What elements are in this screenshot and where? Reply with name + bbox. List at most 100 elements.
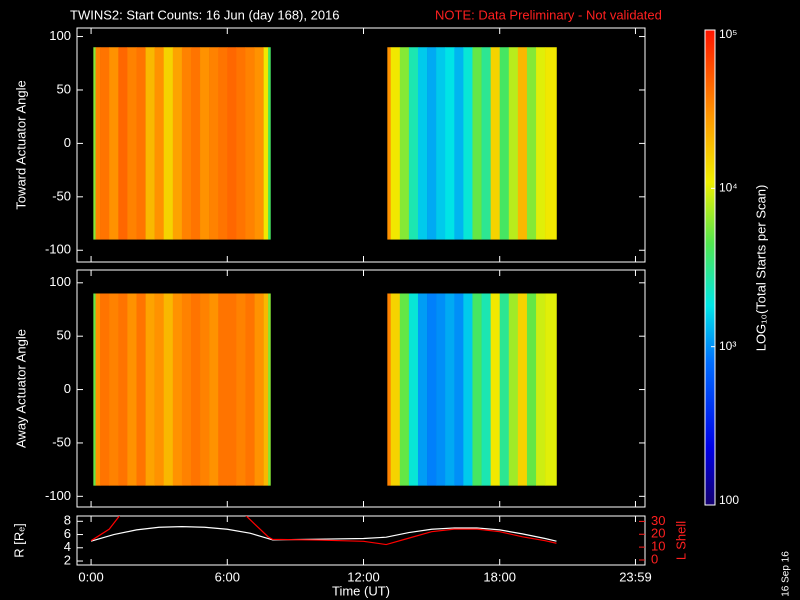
heat-cell (93, 47, 96, 240)
y2-tick-label: 10 (651, 539, 665, 554)
y-tick-label: -100 (45, 242, 71, 257)
heat-cell (536, 47, 546, 240)
plot-frame (76, 269, 646, 508)
heat-cell (172, 293, 183, 486)
heat-cell (227, 47, 237, 240)
heat-cell (200, 293, 210, 486)
heat-cell (95, 293, 101, 486)
heat-cell (490, 293, 501, 486)
heat-cell (390, 47, 401, 240)
heat-cell (172, 47, 183, 240)
colorbar-tick-label: 100 (719, 493, 739, 507)
heat-cell (390, 293, 401, 486)
heat-cell (95, 47, 101, 240)
heat-cell (154, 293, 165, 486)
y-tick-label: 6 (64, 526, 71, 541)
colorbar-tick-label: 10⁴ (719, 181, 738, 195)
heat-cell (545, 47, 557, 240)
x-tick-label: 18:00 (483, 569, 516, 584)
heat-cell (145, 47, 155, 240)
y-tick-label: 0 (64, 381, 71, 396)
heat-cell (472, 293, 482, 486)
heat-cell (490, 47, 501, 240)
heat-cell (245, 47, 255, 240)
heat-cell (136, 47, 146, 240)
colorbar-tick-label: 10⁵ (719, 27, 737, 41)
y-tick-label: 100 (49, 28, 71, 43)
heat-cell (254, 293, 264, 486)
heat-cell (245, 293, 255, 486)
series-line (90, 516, 557, 546)
note: NOTE: Data Preliminary - Not validated (435, 7, 662, 22)
heat-cell (445, 293, 455, 486)
heat-cell (508, 293, 519, 486)
y2-tick-label: 30 (651, 513, 665, 528)
heat-cell (536, 293, 546, 486)
heat-cell (118, 293, 128, 486)
y-tick-label: 0 (64, 135, 71, 150)
heat-cell (209, 47, 219, 240)
heat-cell (268, 47, 271, 240)
heat-cell (136, 293, 146, 486)
x-tick-label: 12:00 (347, 569, 380, 584)
y-tick-label: -50 (52, 188, 71, 203)
heat-cell (454, 293, 464, 486)
y-axis-label: R [Rₑ] (11, 523, 26, 557)
heat-cell (163, 47, 174, 240)
y-tick-label: 50 (57, 328, 71, 343)
heat-cell (209, 293, 219, 486)
heat-cell (417, 293, 428, 486)
heat-cell (408, 293, 419, 486)
heat-cell (445, 47, 455, 240)
heat-cell (218, 293, 228, 486)
y-tick-label: -100 (45, 488, 71, 503)
y2-axis-label: L Shell (673, 521, 688, 560)
heat-cell (200, 47, 210, 240)
heat-cell (236, 293, 246, 486)
heat-cell (472, 47, 482, 240)
heat-cell (100, 293, 110, 486)
heat-cell (190, 293, 201, 486)
y-axis-label: Toward Actuator Angle (13, 80, 28, 209)
heat-cell (408, 47, 419, 240)
heat-cell (454, 47, 464, 240)
y-tick-label: 4 (64, 539, 71, 554)
heat-cell (399, 293, 410, 486)
y-tick-label: -50 (52, 434, 71, 449)
y-tick-label: 100 (49, 274, 71, 289)
heat-cell (463, 47, 473, 240)
y2-tick-label: 0 (651, 551, 658, 566)
y-axis-label: Away Actuator Angle (13, 329, 28, 448)
y2-tick-label: 20 (651, 526, 665, 541)
heat-cell (387, 293, 392, 486)
y-tick-label: 50 (57, 81, 71, 96)
heat-cell (109, 47, 119, 240)
heat-cell (154, 47, 165, 240)
heat-cell (417, 47, 428, 240)
heat-cell (387, 47, 392, 240)
y-tick-label: 8 (64, 513, 71, 528)
heat-cell (508, 47, 519, 240)
x-tick-label: 6:00 (215, 569, 240, 584)
heat-cell (436, 293, 446, 486)
date-stamp: 16 Sep 16 (781, 551, 792, 597)
heat-cell (463, 293, 473, 486)
colorbar-tick-label: 10³ (719, 339, 736, 353)
heat-cell (100, 47, 110, 240)
heat-cell (517, 293, 528, 486)
heat-cell (399, 47, 410, 240)
heat-cell (526, 293, 537, 486)
heat-cell (190, 47, 201, 240)
heat-cell (427, 293, 437, 486)
heat-cell (118, 47, 128, 240)
heat-cell (545, 293, 557, 486)
heat-cell (227, 293, 237, 486)
y-tick-label: 2 (64, 552, 71, 567)
chart-title: TWINS2: Start Counts: 16 Jun (day 168), … (70, 7, 340, 22)
heat-cell (218, 47, 228, 240)
colorbar-label: LOG₁₀(Total Starts per Scan) (753, 185, 768, 352)
heat-cell (181, 47, 192, 240)
heat-cell (254, 47, 264, 240)
heat-cell (263, 293, 269, 486)
